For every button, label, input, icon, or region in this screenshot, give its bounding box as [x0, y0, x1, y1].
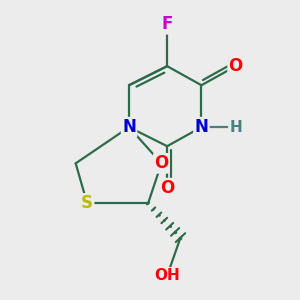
- Text: O: O: [229, 57, 243, 75]
- Text: H: H: [230, 120, 242, 135]
- Text: OH: OH: [154, 268, 180, 283]
- Text: N: N: [122, 118, 136, 136]
- Text: O: O: [154, 154, 169, 172]
- Text: S: S: [81, 194, 93, 212]
- Text: O: O: [160, 179, 174, 197]
- Text: F: F: [161, 15, 173, 33]
- Text: N: N: [194, 118, 208, 136]
